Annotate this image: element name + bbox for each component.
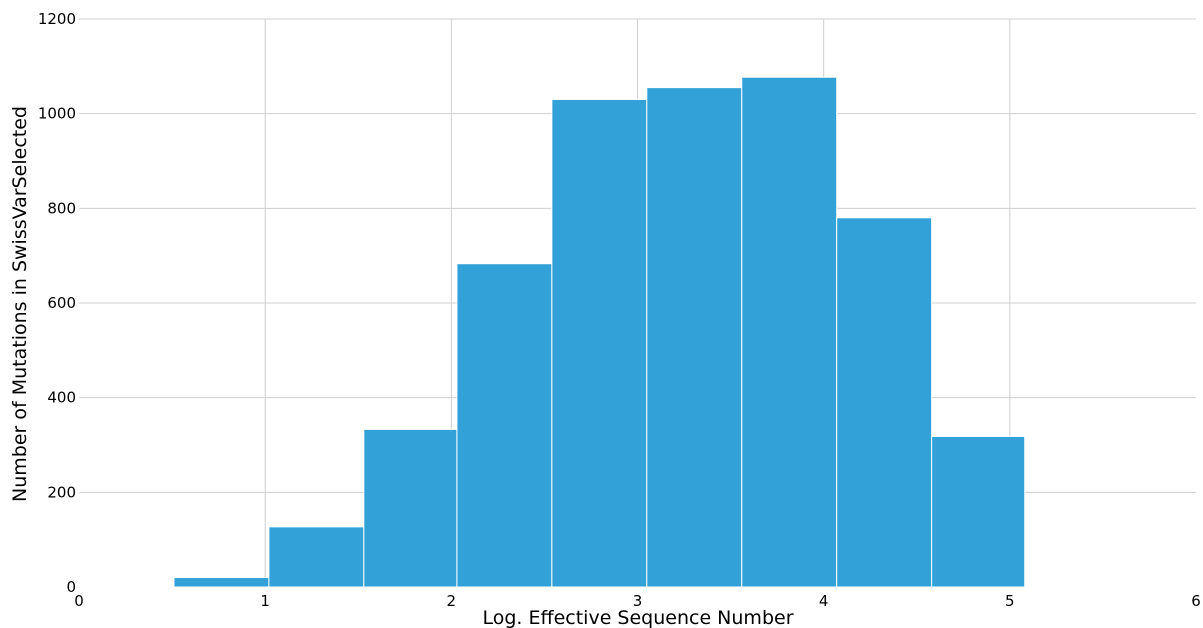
x-tick-label: 0 bbox=[74, 592, 84, 610]
y-axis-title: Number of Mutations in SwissVarSelected bbox=[9, 106, 31, 502]
x-tick-label: 2 bbox=[447, 592, 457, 610]
x-axis-title: Log. Effective Sequence Number bbox=[482, 607, 793, 628]
x-tick-label: 4 bbox=[819, 592, 829, 610]
x-tick-label: 3 bbox=[633, 592, 643, 610]
histogram-bar bbox=[456, 263, 553, 588]
histogram-bar bbox=[931, 435, 1026, 588]
x-tick-label: 5 bbox=[1005, 592, 1015, 610]
y-tick-label: 600 bbox=[47, 294, 76, 312]
histogram-bar bbox=[268, 526, 365, 588]
y-tick-label: 1200 bbox=[38, 10, 76, 28]
y-tick-label: 200 bbox=[47, 483, 76, 501]
histogram-bar bbox=[836, 217, 933, 588]
y-tick-label: 0 bbox=[66, 578, 76, 596]
histogram-bar bbox=[363, 428, 458, 588]
histogram-bar bbox=[173, 577, 270, 588]
histogram-bar bbox=[551, 98, 648, 588]
y-tick-label: 800 bbox=[47, 199, 76, 217]
bars-layer bbox=[173, 76, 1026, 588]
x-tick-label: 1 bbox=[260, 592, 270, 610]
x-tick-label: 6 bbox=[1191, 592, 1201, 610]
histogram-bar bbox=[741, 76, 838, 588]
y-tick-label: 400 bbox=[47, 389, 76, 407]
histogram-bar bbox=[646, 87, 743, 588]
y-tick-label: 1000 bbox=[38, 105, 76, 123]
tick-labels: 0 200 400 600 800 1000 1200 0 1 2 3 4 5 6 bbox=[38, 10, 1201, 610]
